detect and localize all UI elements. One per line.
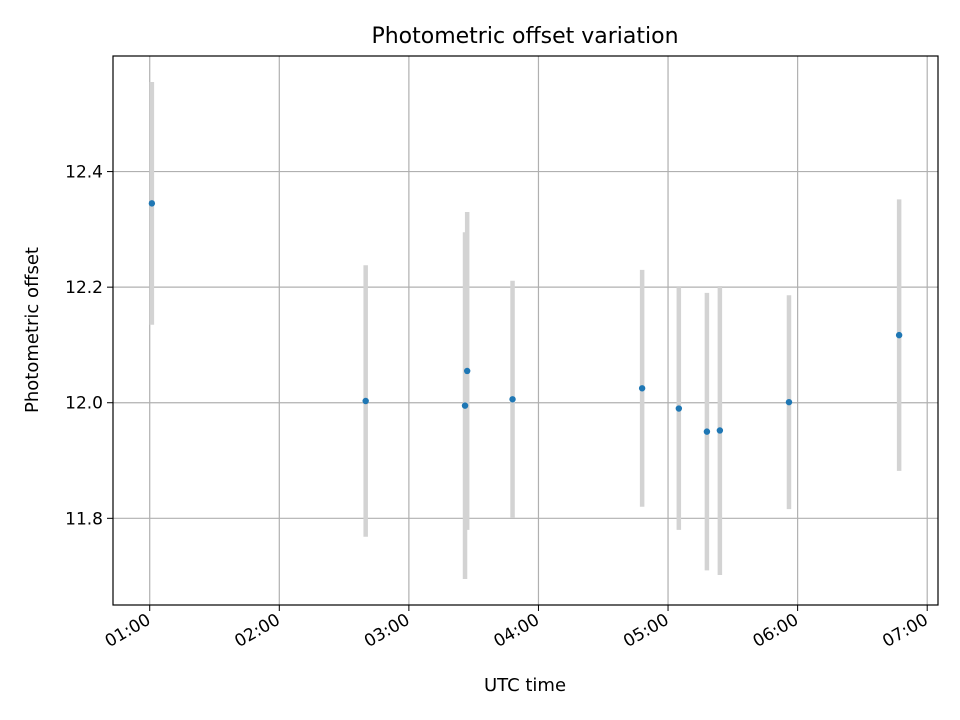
y-tick-label: 12.2 [65,278,103,298]
data-point [785,398,793,406]
data-points [148,200,903,435]
x-tick-label: 04:00 [491,610,543,652]
x-tick-label: 01:00 [102,610,154,652]
y-tick-label: 12.4 [65,163,103,183]
data-point [148,200,156,207]
x-tick-label: 07:00 [879,610,931,652]
x-axis-label: UTC time [484,675,566,696]
y-axis-label: Photometric offset [22,247,43,413]
x-tick-label: 06:00 [750,610,802,652]
data-point [675,405,683,412]
y-tick-label: 12.0 [65,394,103,414]
data-point [461,402,469,409]
data-point [716,427,724,434]
axis-ticks: 01:00 02:00 03:00 04:00 05:00 06:00 07:00 11.8 1… [65,163,932,652]
data-point [638,385,646,392]
data-point [362,397,369,405]
data-point [703,428,711,435]
error-bars [149,82,902,579]
grid [113,56,938,605]
data-point [463,367,471,375]
data-point [509,396,516,403]
chart-title: Photometric offset variation [371,24,678,49]
x-tick-label: 03:00 [361,610,413,652]
data-point [895,331,903,339]
y-tick-label: 11.8 [65,509,103,529]
x-tick-label: 02:00 [231,610,283,652]
plot-frame [112,55,939,606]
x-tick-label: 05:00 [620,610,672,652]
